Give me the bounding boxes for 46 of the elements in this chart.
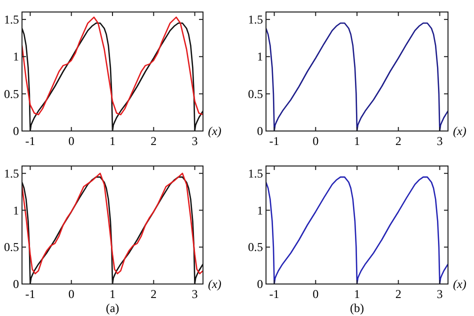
y-tick-label: 1.5 (248, 166, 263, 180)
y-tick-label: 0 (13, 277, 19, 291)
text: (a) (106, 301, 120, 315)
x-tick-label: 2 (150, 134, 157, 148)
x-tick-label: 3 (436, 134, 443, 148)
x-tick-label: -1 (269, 134, 280, 148)
line-series (266, 22, 448, 131)
x-axis-title: (x) (453, 124, 466, 138)
x-tick-label: 0 (68, 134, 74, 148)
y-tick-label: 0 (13, 124, 19, 138)
y-tick-label: 0 (257, 124, 263, 138)
y-tick-label: 1.5 (4, 12, 19, 26)
x-tick-label: -1 (269, 287, 280, 301)
y-tick-label: 1 (257, 50, 263, 64)
x-tick-label: -1 (25, 134, 36, 148)
x-axis-title: (x) (453, 277, 466, 291)
y-tick-label: 0 (257, 277, 263, 291)
line-series (22, 16, 203, 116)
text: (b) (350, 301, 364, 315)
x-tick-label: 3 (192, 134, 198, 148)
x-tick-label: -1 (25, 287, 36, 301)
y-tick-label: 1 (257, 203, 263, 218)
x-tick-label: 2 (395, 287, 402, 301)
x-tick-label: 3 (436, 287, 443, 301)
x-axis-title: (x) (208, 277, 222, 291)
y-tick-label: 0.5 (248, 86, 263, 101)
x-tick-label: 2 (150, 287, 157, 301)
y-tick-label: 0.5 (4, 240, 19, 254)
line-series (22, 22, 203, 131)
x-tick-label: 2 (395, 134, 402, 148)
x-tick-label: 0 (312, 134, 319, 148)
x-tick-label: 1 (354, 134, 360, 148)
y-tick-label: 1 (13, 203, 19, 218)
y-tick-label: 0.5 (248, 240, 263, 254)
y-tick-label: 1.5 (4, 166, 19, 180)
y-tick-label: 0.5 (4, 86, 19, 101)
y-tick-label: 1.5 (248, 12, 263, 26)
x-tick-label: 0 (312, 287, 319, 301)
line-series (266, 176, 448, 284)
x-tick-label: 0 (68, 287, 74, 301)
x-tick-label: 3 (192, 287, 198, 301)
x-tick-label: 1 (110, 287, 116, 301)
y-tick-label: 1 (13, 50, 19, 64)
x-tick-label: 1 (110, 134, 116, 148)
x-axis-title: (x) (208, 124, 222, 138)
x-tick-label: 1 (354, 287, 360, 301)
